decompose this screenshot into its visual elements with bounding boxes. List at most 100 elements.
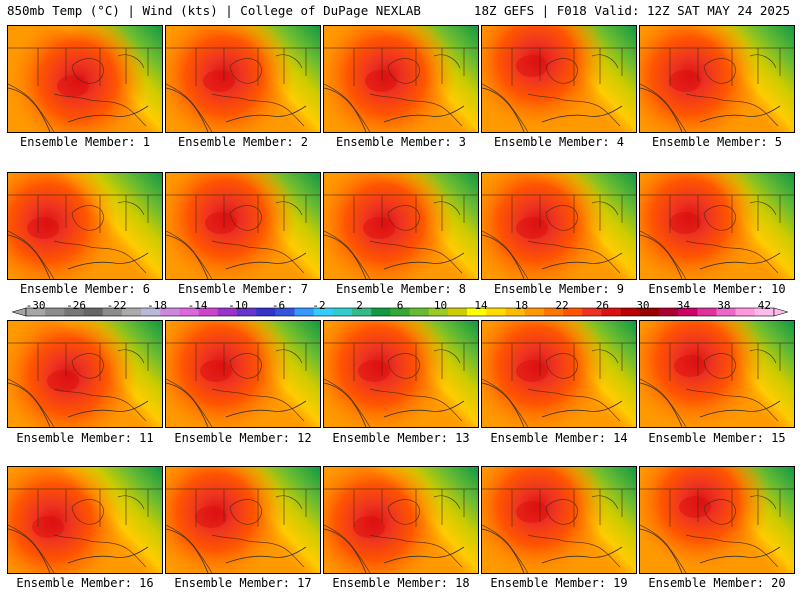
ensemble-member-map <box>639 25 795 133</box>
ensemble-member-label: Ensemble Member: 5 <box>651 135 783 149</box>
ensemble-member-label: Ensemble Member: 12 <box>174 431 312 445</box>
colorbar-segment <box>658 308 679 316</box>
ensemble-member-label: Ensemble Member: 7 <box>177 282 309 296</box>
colorbar-segment <box>371 308 391 316</box>
colorbar-tick-label: 30 <box>636 299 650 312</box>
temperature-colorbar <box>10 297 790 319</box>
ensemble-member-map <box>481 320 637 428</box>
ensemble-member-map <box>323 466 479 574</box>
colorbar-segment <box>332 308 353 316</box>
colorbar-segment <box>313 308 334 316</box>
colorbar-tick-label: -2 <box>312 299 326 312</box>
ensemble-member-map <box>481 25 637 133</box>
colorbar-segment <box>467 308 487 316</box>
ensemble-member-label: Ensemble Member: 3 <box>335 135 467 149</box>
ensemble-member-map <box>165 25 321 133</box>
ensemble-member-map <box>7 320 163 428</box>
ensemble-member-map <box>481 172 637 280</box>
colorbar-segment <box>217 308 238 316</box>
colorbar-segment <box>275 308 295 316</box>
colorbar-segment <box>83 308 104 316</box>
colorbar-segment <box>563 308 583 316</box>
colorbar-tick-label: 26 <box>595 299 610 312</box>
ensemble-member-map <box>323 320 479 428</box>
ensemble-member-map <box>7 172 163 280</box>
colorbar-segment <box>754 308 775 316</box>
ensemble-member-label: Ensemble Member: 16 <box>16 576 154 590</box>
colorbar-left-arrow <box>10 307 27 317</box>
colorbar-segment <box>64 308 84 316</box>
colorbar-tick-label: 38 <box>717 299 731 312</box>
colorbar-segment <box>505 308 525 316</box>
colorbar-segment <box>486 308 506 316</box>
colorbar-segment <box>141 308 161 316</box>
colorbar-tick-label: -6 <box>271 299 286 312</box>
ensemble-member-map <box>165 466 321 574</box>
ensemble-member-label: Ensemble Member: 19 <box>490 576 628 590</box>
colorbar-segment <box>678 308 698 316</box>
colorbar-segment <box>447 308 468 316</box>
colorbar-segment <box>45 308 65 316</box>
colorbar-tick-label: 34 <box>676 299 691 312</box>
colorbar-segment <box>102 308 123 316</box>
ensemble-member-map <box>7 25 163 133</box>
colorbar-segment <box>735 308 756 316</box>
ensemble-member-label: Ensemble Member: 10 <box>648 282 786 296</box>
ensemble-member-label: Ensemble Member: 9 <box>493 282 625 296</box>
ensemble-member-map <box>323 25 479 133</box>
ensemble-member-map <box>7 466 163 574</box>
colorbar-segment <box>390 308 410 316</box>
ensemble-member-label: Ensemble Member: 4 <box>493 135 625 149</box>
colorbar-tick-label: 22 <box>555 299 569 312</box>
colorbar-segment <box>256 308 276 316</box>
colorbar-tick-label: 6 <box>396 299 404 312</box>
ensemble-member-label: Ensemble Member: 1 <box>19 135 151 149</box>
colorbar-segment <box>352 308 372 316</box>
ensemble-member-label: Ensemble Member: 13 <box>332 431 470 445</box>
colorbar-tick-label: -18 <box>147 299 167 312</box>
header-valid-time: 18Z GEFS | F018 Valid: 12Z SAT MAY 24 20… <box>473 3 790 18</box>
colorbar-segment <box>620 308 641 316</box>
ensemble-member-label: Ensemble Member: 20 <box>648 576 786 590</box>
ensemble-member-map <box>639 466 795 574</box>
colorbar-segment <box>639 308 660 316</box>
ensemble-member-label: Ensemble Member: 14 <box>490 431 628 445</box>
colorbar-segment <box>716 308 736 316</box>
colorbar-segment <box>236 308 257 316</box>
colorbar-tick-label: -14 <box>187 299 208 312</box>
colorbar-segment <box>428 308 449 316</box>
colorbar-tick-label: 18 <box>514 299 529 312</box>
ensemble-member-map <box>639 320 795 428</box>
ensemble-member-map <box>639 172 795 280</box>
colorbar-segment <box>179 308 199 316</box>
colorbar-tick-label: 42 <box>757 299 772 312</box>
ensemble-member-map <box>165 320 321 428</box>
colorbar-tick-label: -22 <box>106 299 127 312</box>
colorbar-segment <box>697 308 717 316</box>
colorbar-tick-label: -26 <box>66 299 87 312</box>
ensemble-member-label: Ensemble Member: 11 <box>16 431 154 445</box>
colorbar-segment <box>409 308 430 316</box>
ensemble-member-label: Ensemble Member: 18 <box>332 576 470 590</box>
ensemble-member-label: Ensemble Member: 8 <box>335 282 467 296</box>
colorbar-segment <box>160 308 180 316</box>
colorbar-tick-label: 2 <box>356 299 363 312</box>
ensemble-member-label: Ensemble Member: 15 <box>648 431 786 445</box>
colorbar-segment <box>582 308 602 316</box>
colorbar-segment <box>601 308 621 316</box>
ensemble-member-label: Ensemble Member: 2 <box>177 135 309 149</box>
ensemble-member-map <box>165 172 321 280</box>
colorbar-tick-label: -30 <box>25 299 46 312</box>
colorbar-segment <box>294 308 314 316</box>
colorbar-segment <box>26 308 46 316</box>
colorbar-tick-label: 14 <box>474 299 488 312</box>
colorbar-segment <box>121 308 142 316</box>
ensemble-member-map <box>323 172 479 280</box>
ensemble-member-label: Ensemble Member: 6 <box>19 282 151 296</box>
colorbar-tick-label: 10 <box>433 299 448 312</box>
ensemble-member-map <box>481 466 637 574</box>
colorbar-tick-label: -10 <box>228 299 248 312</box>
colorbar-segment <box>198 308 219 316</box>
colorbar-segment <box>543 308 564 316</box>
colorbar-right-arrow <box>773 307 790 317</box>
